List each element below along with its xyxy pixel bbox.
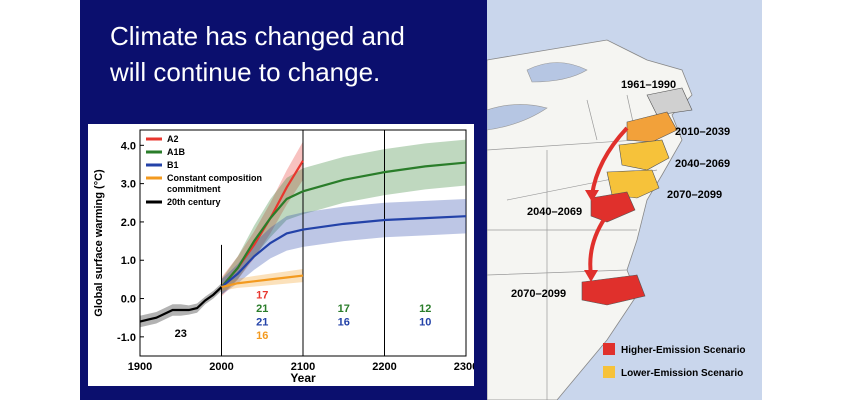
legend-label-1: A1B [167,147,186,157]
lake-erie [487,104,548,131]
model-count-label: 23 [175,328,187,340]
model-count-label: 21 [256,316,268,328]
model-count-label: 10 [419,316,431,328]
x-tick-label: 2200 [372,361,396,373]
y-tick-label: 4.0 [121,140,136,152]
label-2070-2099-high: 2070–2099 [511,288,566,300]
legend-label-0: A2 [167,134,179,144]
model-count-label: 21 [256,303,268,315]
state-borders [487,94,658,400]
region-2010 [626,111,678,143]
slide-panel: Climate has changed and will continue to… [80,0,487,400]
x-axis-label: Year [290,371,316,385]
label-2040-2069: 2040–2069 [675,158,730,170]
arrow-head-2070 [584,270,598,282]
arrow-head-2040 [585,190,599,202]
y-tick-label: 3.0 [121,179,136,191]
legend-low-swatch [603,366,615,378]
series-band-1 [221,139,466,295]
northeast-map: 1961–1990 2010–2039 2040–2069 2070–2099 … [487,0,762,400]
series-line-3 [221,274,304,289]
label-1961-1990: 1961–1990 [621,79,676,91]
legend-high-swatch [603,343,615,355]
x-tick-label: 2100 [291,361,315,373]
arrow-to-2040 [590,126,629,196]
x-tick-label: 2300 [454,361,474,373]
legend-label-4: 20th century [167,197,221,207]
y-tick-label: 2.0 [121,217,136,229]
legend-label-2: B1 [167,160,179,170]
y-tick-label: 0.0 [121,294,136,306]
series-band-2 [221,198,466,295]
y-tick-label: 1.0 [121,255,136,267]
slide-title-line2: will continue to change. [110,57,381,87]
warming-chart: 1900 2000 2100 2200 2300 -1.0 0.0 1.0 2.0 3.0 4.0… [88,124,478,386]
model-count-label: 12 [419,303,431,315]
region-2070 [606,169,660,199]
x-tick-label: 2000 [209,361,233,373]
region-2040 [618,139,670,171]
warming-chart-svg: 1900 2000 2100 2200 2300 -1.0 0.0 1.0 2.0 3.0 4.0… [93,129,478,385]
legend-label-3: Constant composition commitment [167,173,262,194]
northeast-map-svg: 1961–1990 2010–2039 2040–2069 2070–2099 … [487,39,745,400]
series-line-2 [220,215,467,288]
lake-ontario [526,62,588,83]
label-2010-2039: 2010–2039 [675,126,730,138]
model-count-label: 16 [338,316,350,328]
series-band-0 [221,141,303,297]
legend-low-label: Lower-Emission Scenario [621,368,743,379]
label-2070-2099: 2070–2099 [667,189,722,201]
region-2070-high [581,274,646,306]
model-count-label: 17 [338,303,350,315]
y-tick-label: -1.0 [117,332,136,344]
x-tick-label: 1900 [128,361,152,373]
region-2040-high [590,191,636,223]
series-line-4 [139,286,223,323]
series-line-1 [220,161,467,288]
label-2040-2069-high: 2040–2069 [527,206,582,218]
legend-high-label: Higher-Emission Scenario [621,345,745,356]
slide-title: Climate has changed and will continue to… [110,18,480,90]
y-axis-label: Global surface warming (°C) [93,169,105,317]
model-count-label: 16 [256,330,268,342]
model-count-label: 17 [256,290,268,302]
region-1961 [646,87,693,116]
slide-title-line1: Climate has changed and [110,21,405,51]
series-band-4 [140,283,222,328]
